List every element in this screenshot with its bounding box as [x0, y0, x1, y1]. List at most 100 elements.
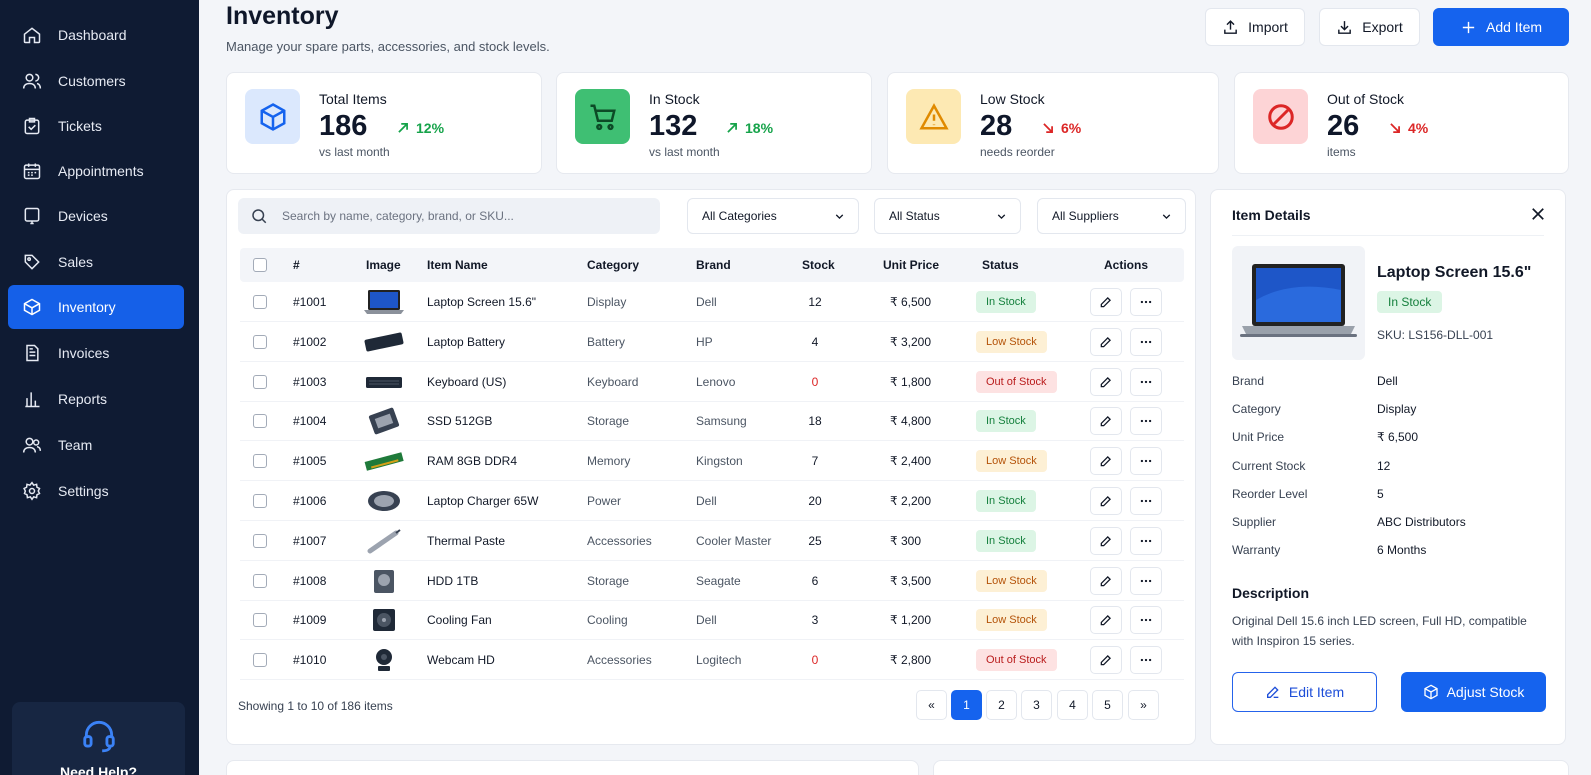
category-filter[interactable]: All Categories: [687, 198, 859, 234]
sidebar-item-tickets[interactable]: Tickets: [8, 104, 184, 148]
sidebar-item-customers[interactable]: Customers: [8, 59, 184, 103]
row-checkbox[interactable]: [253, 653, 267, 668]
sidebar-item-invoices[interactable]: Invoices: [8, 331, 184, 375]
page-5-button[interactable]: 5: [1092, 690, 1123, 720]
table-row[interactable]: #1001 Laptop Screen 15.6" Display Dell 12 ₹ 6…: [240, 282, 1184, 322]
page-1-button[interactable]: 1: [951, 690, 982, 720]
import-button[interactable]: Import: [1205, 8, 1305, 46]
page-next-button[interactable]: »: [1128, 690, 1159, 720]
page-4-button[interactable]: 4: [1057, 690, 1088, 720]
pencil-icon: [1100, 535, 1111, 547]
edit-row-button[interactable]: [1090, 447, 1122, 476]
page-subtitle: Manage your spare parts, accessories, an…: [226, 39, 550, 54]
headset-icon: [83, 720, 115, 753]
row-checkbox[interactable]: [253, 295, 267, 309]
row-checkbox[interactable]: [253, 613, 267, 628]
col-id: #: [293, 258, 300, 272]
item-sku: SKU: LS156-DLL-001: [1377, 328, 1494, 342]
adjust-stock-button[interactable]: Adjust Stock: [1401, 672, 1546, 712]
more-row-button[interactable]: [1130, 407, 1162, 436]
edit-row-button[interactable]: [1090, 526, 1122, 555]
edit-row-button[interactable]: [1090, 646, 1122, 675]
edit-row-button[interactable]: [1090, 407, 1122, 436]
stat-label: Total Items: [319, 91, 387, 107]
chevron-down-icon: [1162, 213, 1171, 219]
edit-row-button[interactable]: [1090, 606, 1122, 635]
item-price: ₹ 3,500: [890, 573, 931, 588]
search-icon: [252, 209, 267, 224]
table-row[interactable]: #1004 SSD 512GB Storage Samsung 18 ₹ 4,800 In …: [240, 401, 1184, 442]
sidebar-item-settings[interactable]: Settings: [8, 469, 184, 513]
more-row-button[interactable]: [1130, 566, 1162, 595]
add-item-button[interactable]: Add Item: [1433, 8, 1569, 46]
status-filter[interactable]: All Status: [874, 198, 1021, 234]
search-box[interactable]: [238, 198, 660, 234]
edit-row-button[interactable]: [1090, 288, 1122, 316]
sidebar-item-label: Tickets: [58, 118, 102, 134]
item-price: ₹ 1,800: [890, 374, 931, 389]
more-row-button[interactable]: [1130, 327, 1162, 356]
item-id: #1003: [293, 374, 327, 389]
sidebar-item-reports[interactable]: Reports: [8, 377, 184, 421]
sidebar-item-dashboard[interactable]: Dashboard: [8, 13, 184, 57]
more-row-button[interactable]: [1130, 487, 1162, 515]
table-row[interactable]: #1010 Webcam HD Accessories Logitech 0 ₹ 2,80…: [240, 640, 1184, 681]
export-button[interactable]: Export: [1319, 8, 1420, 46]
more-row-button[interactable]: [1130, 606, 1162, 635]
supplier-filter[interactable]: All Suppliers: [1037, 198, 1186, 234]
row-checkbox[interactable]: [253, 374, 267, 389]
page-2-button[interactable]: 2: [986, 690, 1017, 720]
table-row[interactable]: #1003 Keyboard (US) Keyboard Lenovo 0 ₹ 1,800…: [240, 362, 1184, 402]
edit-row-button[interactable]: [1090, 487, 1122, 515]
item-price: ₹ 4,800: [890, 414, 931, 429]
more-horizontal-icon: [1140, 499, 1152, 503]
sidebar-item-team[interactable]: Team: [8, 423, 184, 467]
search-input[interactable]: [282, 209, 632, 223]
sidebar-item-devices[interactable]: Devices: [8, 194, 184, 238]
item-stock: 4: [811, 334, 819, 349]
item-stock: 18: [808, 414, 822, 429]
item-details-panel: Item Details Laptop Screen 15.6" In Stoc…: [1210, 189, 1566, 745]
table-row[interactable]: #1008 HDD 1TB Storage Seagate 6 ₹ 3,500 Low St…: [240, 561, 1184, 601]
row-checkbox[interactable]: [253, 494, 267, 508]
more-row-button[interactable]: [1130, 646, 1162, 675]
item-thumbnail: [368, 491, 400, 511]
status-badge: Low Stock: [976, 569, 1047, 592]
edit-row-button[interactable]: [1090, 367, 1122, 396]
status-badge: Out of Stock: [976, 370, 1057, 393]
col-item-name: Item Name: [427, 258, 488, 272]
row-checkbox[interactable]: [253, 454, 267, 469]
stat-card-total-items: Total Items 186 12% vs last month: [226, 72, 542, 174]
select-all-checkbox[interactable]: [253, 258, 267, 272]
item-price: ₹ 300: [890, 533, 921, 548]
table-row[interactable]: #1009 Cooling Fan Cooling Dell 3 ₹ 1,200 Low S…: [240, 600, 1184, 641]
table-row[interactable]: #1007 Thermal Paste Accessories Cooler Mast…: [240, 521, 1184, 561]
sidebar-item-inventory[interactable]: Inventory: [8, 285, 184, 329]
detail-value: Display: [1377, 402, 1417, 417]
more-row-button[interactable]: [1130, 447, 1162, 476]
item-thumbnail: [364, 332, 404, 352]
more-row-button[interactable]: [1130, 526, 1162, 555]
row-checkbox[interactable]: [253, 533, 267, 548]
edit-row-button[interactable]: [1090, 327, 1122, 356]
close-icon[interactable]: [1529, 205, 1547, 223]
more-row-button[interactable]: [1130, 367, 1162, 396]
edit-row-button[interactable]: [1090, 566, 1122, 595]
detail-key: Category: [1232, 402, 1281, 417]
edit-item-button[interactable]: Edit Item: [1232, 672, 1377, 712]
table-row[interactable]: #1006 Laptop Charger 65W Power Dell 20 ₹ 2,20…: [240, 481, 1184, 521]
category-filter-value: All Categories: [702, 209, 777, 223]
sidebar-item-sales[interactable]: Sales: [8, 240, 184, 284]
row-checkbox[interactable]: [253, 334, 267, 349]
row-checkbox[interactable]: [253, 573, 267, 588]
more-row-button[interactable]: [1130, 288, 1162, 316]
table-row[interactable]: #1002 Laptop Battery Battery HP 4 ₹ 3,200 Low …: [240, 322, 1184, 362]
page-3-button[interactable]: 3: [1021, 690, 1052, 720]
table-row[interactable]: #1005 RAM 8GB DDR4 Memory Kingston 7 ₹ 2,400 L…: [240, 441, 1184, 482]
item-brand: Cooler Master: [696, 533, 772, 548]
help-box[interactable]: Need Help?: [12, 702, 185, 775]
sidebar-item-appointments[interactable]: Appointments: [8, 149, 184, 193]
page-prev-button[interactable]: «: [916, 690, 947, 720]
stat-value: 28: [980, 110, 1013, 142]
row-checkbox[interactable]: [253, 414, 267, 429]
